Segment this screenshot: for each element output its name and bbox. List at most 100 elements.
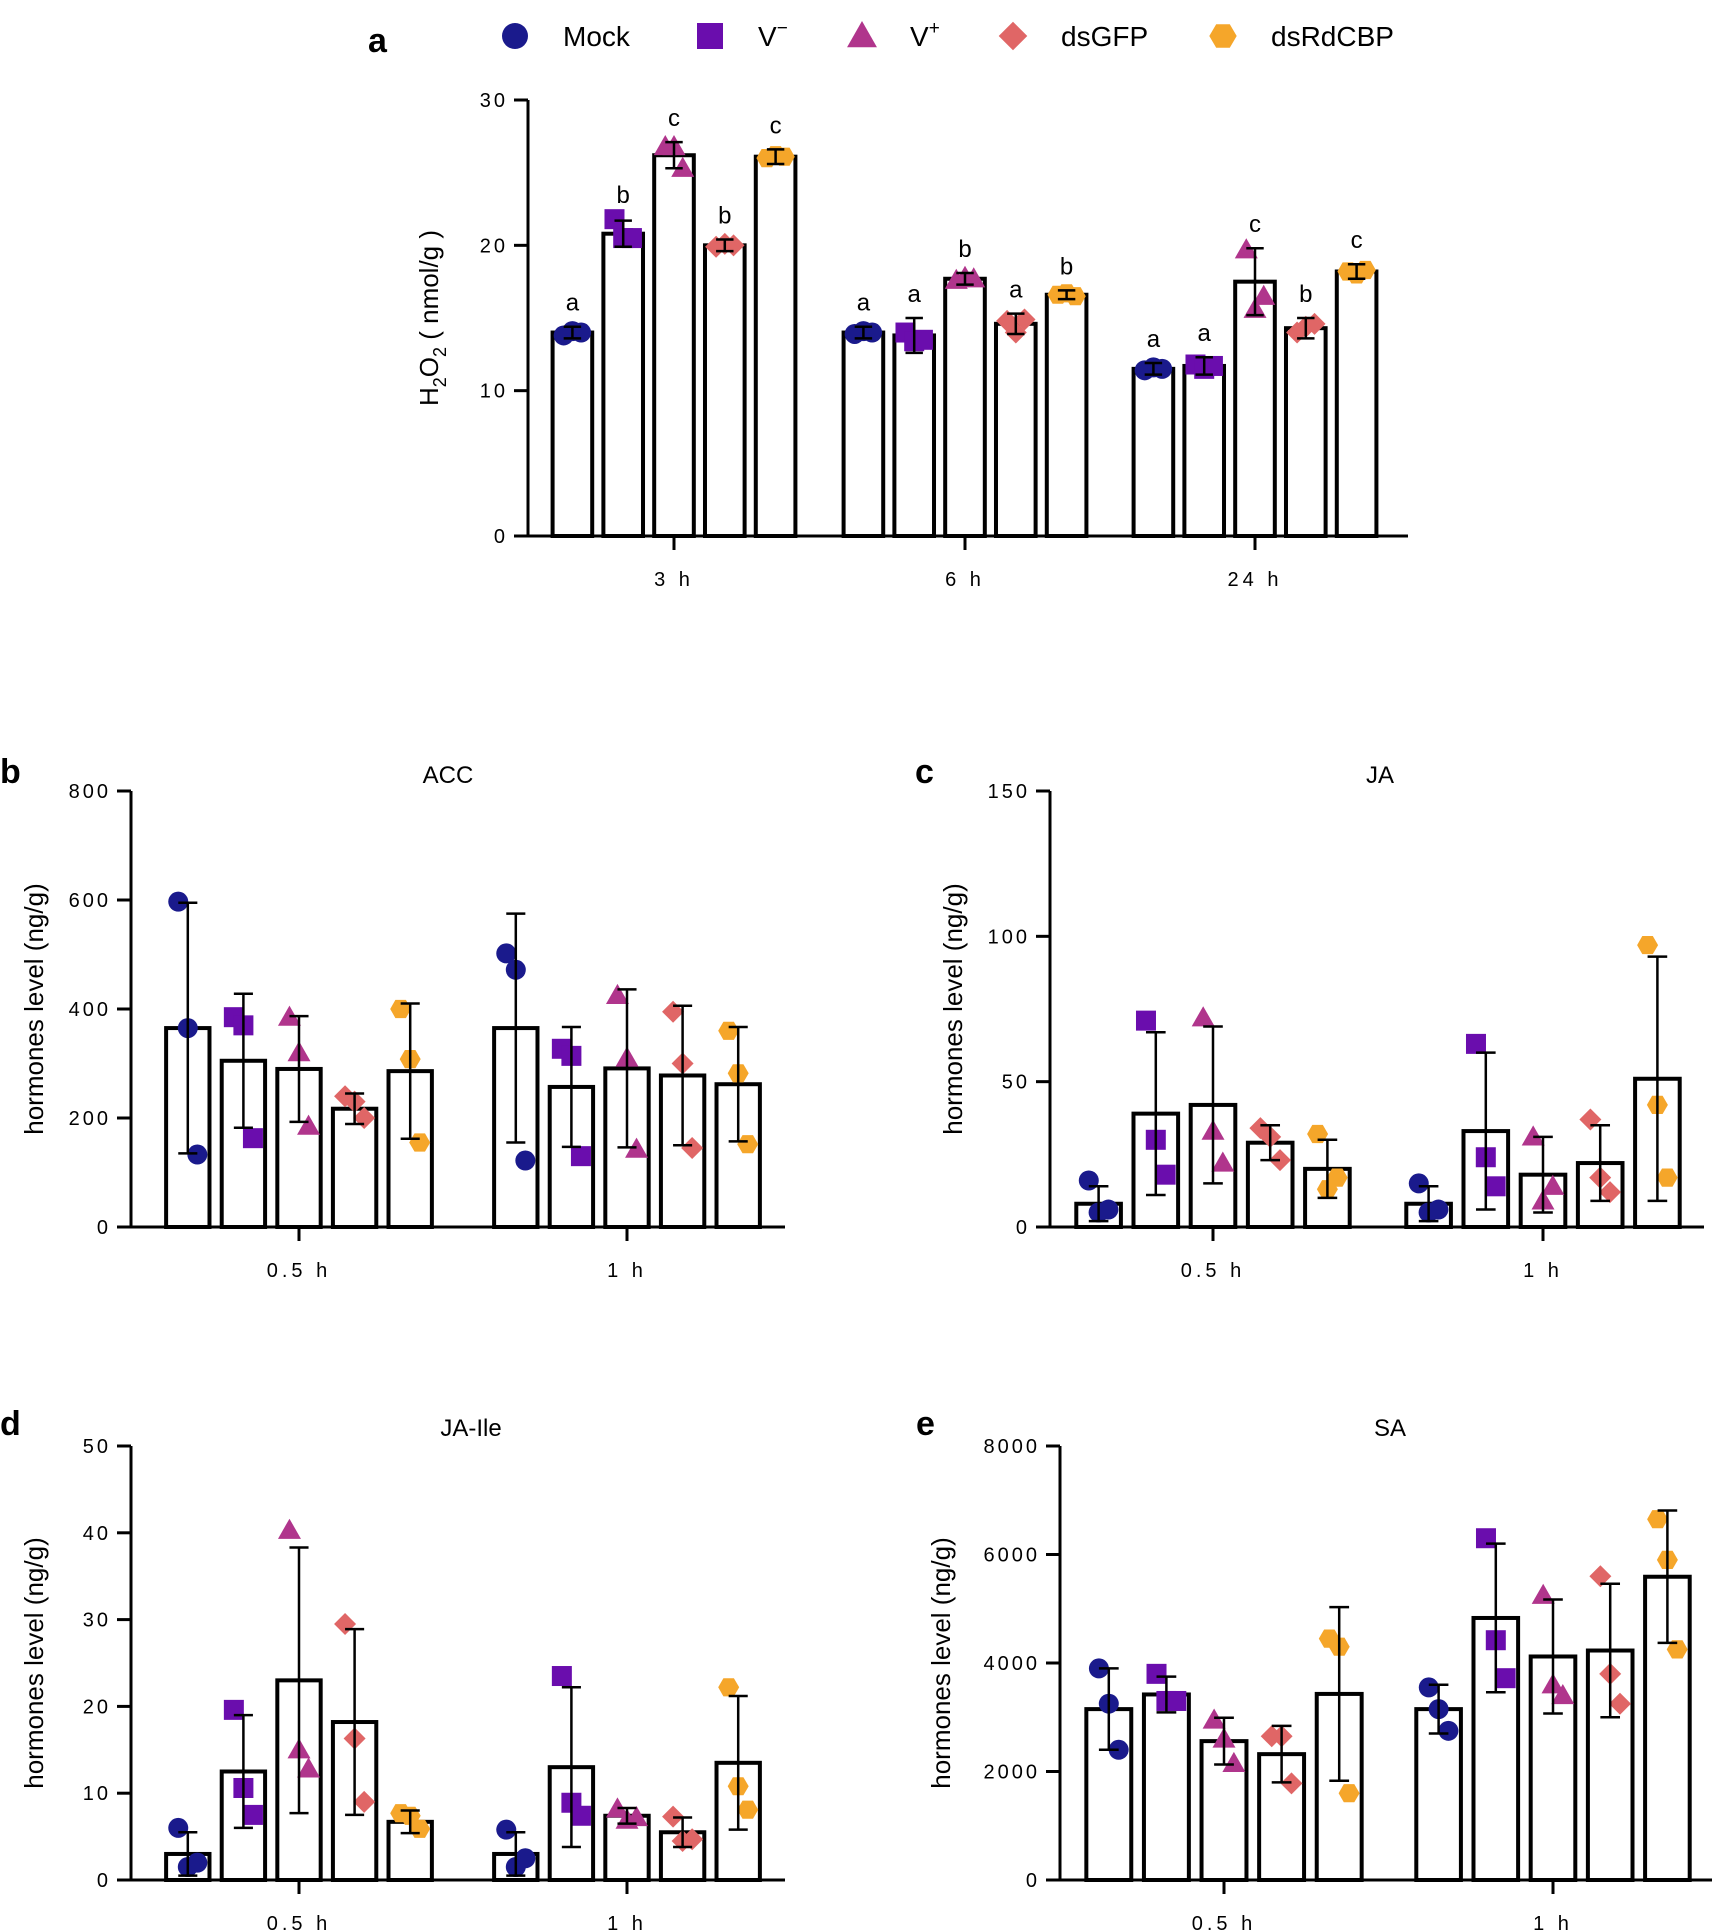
- y-tick-label: 40: [83, 1523, 111, 1545]
- data-point: [1408, 1173, 1429, 1194]
- legend-marker-diamond-icon: [998, 21, 1028, 51]
- chart-title: JA: [1366, 762, 1394, 789]
- x-tick-label: 0.5 h: [267, 1913, 331, 1931]
- legend-label: V−: [758, 18, 788, 52]
- data-point: [1146, 1663, 1167, 1684]
- data-point: [1465, 1033, 1486, 1054]
- bar-v-0.5h: [1141, 1692, 1191, 1882]
- y-tick-label: 100: [988, 926, 1030, 948]
- data-point: [1326, 1168, 1348, 1187]
- data-point: [1211, 1151, 1235, 1172]
- data-point: [718, 1021, 740, 1040]
- y-tick-label: 20: [83, 1696, 111, 1718]
- panel-c: c JA 0 50 100 150 hormones level (ng/g) 0.5 h 1 …: [915, 753, 1704, 1282]
- bar-dsgfp-24h: [1283, 326, 1328, 538]
- data-point: [662, 1000, 685, 1023]
- data-point: [242, 1804, 263, 1825]
- data-point: [1521, 1125, 1545, 1146]
- y-tick-label: 50: [1002, 1072, 1030, 1094]
- panel-letter: b: [0, 753, 21, 791]
- data-point: [1418, 1677, 1439, 1698]
- data-point: [1579, 1108, 1602, 1131]
- data-point: [625, 1806, 649, 1827]
- y-tick-label: 4000: [984, 1653, 1041, 1675]
- bar-dsrdcbp-24h: [1334, 269, 1379, 538]
- significance-letter: c: [1351, 227, 1363, 254]
- y-axis-label: hormones level (ng/g): [19, 1537, 49, 1788]
- data-point: [1013, 308, 1036, 331]
- y-tick-label: 20: [480, 235, 508, 257]
- y-axis-label: hormones level (ng/g): [938, 883, 968, 1134]
- data-point: [353, 1790, 376, 1813]
- data-point: [515, 1150, 536, 1171]
- bar-mock-24h: [1131, 366, 1176, 538]
- data-point: [962, 267, 986, 288]
- y-tick-label: 30: [480, 90, 508, 112]
- legend-label: dsRdCBP: [1271, 21, 1394, 52]
- y-tick-label: 400: [69, 999, 111, 1021]
- y-tick-label: 800: [69, 781, 111, 803]
- x-tick-label: 1 h: [1523, 1260, 1563, 1282]
- y-axis-label: hormones level (ng/g): [926, 1537, 956, 1788]
- significance-letter: a: [1009, 277, 1023, 304]
- y-tick-label: 30: [83, 1610, 111, 1632]
- y-axis-label: hormones level (ng/g): [19, 883, 49, 1134]
- subscript: 2: [430, 377, 450, 387]
- bar-v-1h: [603, 1813, 651, 1882]
- significance-letter: c: [1249, 211, 1261, 238]
- data-point: [1166, 1690, 1187, 1711]
- data-point: [671, 156, 695, 177]
- data-point: [1191, 1006, 1215, 1027]
- y-tick-label: 0: [494, 526, 508, 548]
- y-tick-label: 200: [69, 1108, 111, 1130]
- data-point: [604, 209, 625, 230]
- y-tick-label: 600: [69, 890, 111, 912]
- data-point: [242, 1128, 263, 1149]
- legend-entry-mock: Mock: [502, 21, 631, 52]
- chart-title: ACC: [423, 762, 474, 789]
- panel-e: e SA 0 2000 4000 6000 8000 hormones level (ng/g…: [916, 1405, 1712, 1931]
- bar-v-6h: [943, 276, 987, 538]
- data-point: [277, 1518, 301, 1539]
- label-part: O: [414, 357, 444, 377]
- significance-letter: b: [958, 236, 971, 263]
- data-point: [1338, 1784, 1360, 1803]
- panel-letter: e: [916, 1405, 935, 1443]
- legend-marker-triangle-icon: [847, 21, 877, 48]
- x-tick-label: 0.5 h: [267, 1260, 331, 1282]
- panel-letter: c: [915, 753, 934, 791]
- significance-letter: b: [617, 182, 630, 209]
- x-tick-label: 0.5 h: [1192, 1913, 1256, 1931]
- y-tick-label: 0: [1016, 1217, 1030, 1239]
- data-point: [515, 1848, 536, 1869]
- legend-marker-hexagon-icon: [1209, 24, 1237, 48]
- legend-entry-v: V−: [697, 18, 788, 52]
- data-point: [570, 1805, 591, 1826]
- bar-v-0.5h: [275, 1066, 323, 1229]
- x-tick-label: 0.5 h: [1181, 1260, 1245, 1282]
- x-tick-label: 1 h: [607, 1260, 647, 1282]
- data-point: [621, 228, 642, 249]
- legend: Mock V− V+ dsGFP dsRdCBP: [502, 18, 1394, 52]
- bar-v-3h: [652, 153, 696, 539]
- data-point: [223, 1699, 244, 1720]
- significance-letter: b: [1060, 253, 1073, 280]
- significance-letter: a: [566, 290, 580, 317]
- significance-letter: c: [770, 112, 782, 139]
- data-point: [1098, 1199, 1119, 1220]
- y-tick-label: 0: [97, 1870, 111, 1892]
- data-point: [1222, 1751, 1246, 1772]
- data-point: [1135, 1010, 1156, 1031]
- data-point: [1589, 1565, 1612, 1588]
- bar-mock-6h: [841, 330, 886, 538]
- data-point: [1155, 1164, 1176, 1185]
- bar-dsrdcbp-6h: [1044, 292, 1089, 538]
- data-point: [1637, 936, 1659, 955]
- data-point: [334, 1612, 357, 1635]
- x-tick-label: 1 h: [607, 1913, 647, 1931]
- panel-a: a 0 10 20 30 H2O2 ( nmol/g ) 3 h a b c b c 6 h a a b a b 2…: [368, 22, 1408, 591]
- data-point: [1485, 1176, 1506, 1197]
- y-tick-label: 10: [480, 381, 508, 403]
- bar-mock-3h: [550, 330, 595, 538]
- data-point: [1666, 1640, 1688, 1659]
